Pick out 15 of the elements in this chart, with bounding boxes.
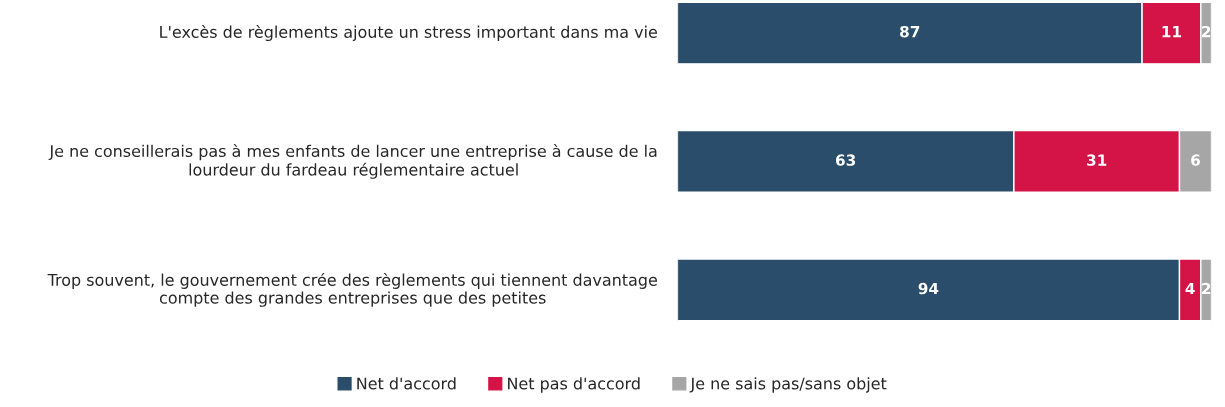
- data-label: 87: [900, 25, 920, 38]
- data-label: 4: [1185, 282, 1195, 295]
- y-tick-label: L'excès de règlements ajoute un stress important dans ma vie: [160, 24, 657, 42]
- legend-label: Net pas d'accord: [508, 377, 640, 393]
- data-label: 94: [918, 282, 939, 295]
- data-label: 11: [1162, 26, 1182, 38]
- legend-label: Net d'accord: [357, 377, 456, 390]
- data-label: 2: [1202, 25, 1211, 38]
- legend-label: Je ne sais pas/sans objet: [689, 377, 887, 393]
- data-label: 63: [835, 154, 856, 166]
- y-tick-label: Je ne conseillerais pas à mes enfants de lancer une entreprise à cause de la lourdeur du fardeau réglementaire actuel: [48, 144, 657, 179]
- data-label: 31: [1087, 154, 1107, 166]
- data-label: 2: [1202, 282, 1211, 295]
- y-tick-label: Trop souvent, le gouvernement crée des règlements qui tiennent davantage compte des grandes entreprises que des petites: [47, 272, 657, 307]
- data-label: 6: [1191, 154, 1200, 166]
